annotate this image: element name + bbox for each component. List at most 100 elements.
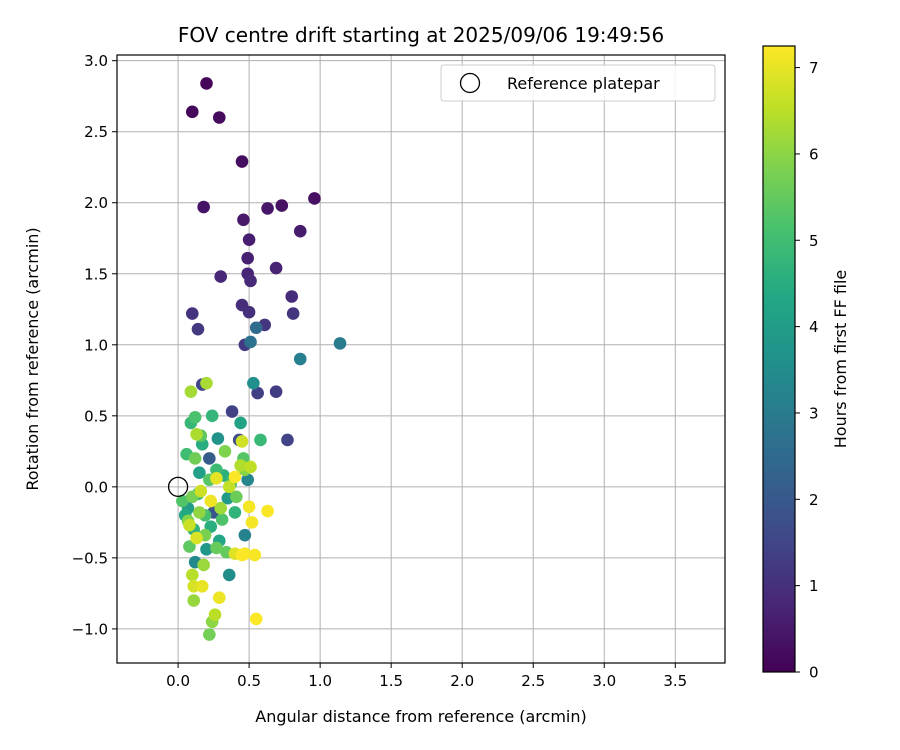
scatter-point (200, 543, 213, 556)
scatter-point (210, 541, 223, 555)
scatter-point (210, 472, 223, 485)
reference-marker (167, 476, 189, 498)
scatter-point (234, 459, 247, 472)
scatter-point (188, 452, 202, 465)
chart-title: FOV centre drift starting at 2025/09/06 … (178, 23, 664, 47)
scatter-point (293, 224, 307, 238)
x-axis-title: Angular distance from reference (arcmin) (255, 707, 586, 726)
x-tick-label: 3.0 (592, 672, 616, 690)
y-tick-label: −1.0 (72, 620, 108, 638)
y-axis-title: Rotation from reference (arcmin) (23, 227, 42, 490)
scatter-point (293, 352, 307, 366)
y-tick-label: 0.5 (84, 407, 108, 425)
colorbar-title: Hours from first FF file (831, 270, 850, 449)
x-tick-label: 3.5 (663, 672, 687, 690)
scatter-point (249, 321, 263, 335)
scatter-point (308, 192, 321, 205)
plot-frame (116, 54, 726, 664)
scatter-point (261, 202, 274, 215)
scatter-point (200, 77, 213, 90)
scatter-point (208, 608, 222, 622)
scatter-point (200, 376, 213, 390)
scatter-point (218, 445, 232, 458)
scatter-points (176, 77, 347, 641)
scatter-point (230, 490, 243, 504)
y-tick-label: 2.0 (84, 194, 108, 212)
scatter-point (247, 376, 260, 390)
colorbar-tick-label: 4 (809, 318, 819, 336)
legend-box (440, 64, 716, 102)
y-tick-label: 3.0 (84, 52, 108, 70)
scatter-point (222, 480, 236, 494)
scatter-point (275, 199, 289, 212)
y-tick-label: 2.5 (84, 123, 108, 141)
scatter-point (193, 506, 206, 519)
grid (117, 55, 725, 663)
scatter-point (203, 452, 216, 465)
y-axis: −1.0 −0.5 0.0 0.5 1.0 1.5 2.0 2.5 3.0 (72, 52, 117, 638)
scatter-point (214, 501, 228, 515)
scatter-point (238, 528, 252, 542)
scatter-point (242, 233, 256, 246)
scatter-point (234, 416, 247, 430)
scatter-point (242, 305, 256, 319)
scatter-point (183, 518, 196, 532)
x-axis: 0.0 0.5 1.0 1.5 2.0 2.5 3.0 3.5 (166, 663, 687, 690)
scatter-point (211, 432, 225, 445)
scatter-point (269, 261, 283, 275)
scatter-point (195, 579, 209, 593)
scatter-point (185, 105, 199, 119)
scatter-point (212, 111, 226, 124)
y-tick-label: −0.5 (72, 549, 108, 567)
scatter-point (235, 548, 249, 562)
scatter-point (183, 540, 196, 553)
scatter-point (185, 307, 199, 320)
scatter-point (214, 270, 228, 283)
scatter-point (204, 494, 218, 508)
scatter-point (261, 504, 274, 518)
scatter-point (187, 594, 201, 607)
scatter-point (212, 591, 226, 604)
x-tick-label: 2.0 (450, 672, 474, 690)
scatter-point (241, 251, 254, 265)
scatter-point (188, 410, 202, 424)
x-tick-label: 1.0 (308, 672, 332, 690)
scatter-point (203, 628, 216, 641)
scatter-point (251, 386, 264, 400)
scatter-point (197, 558, 210, 572)
colorbar-tick-label: 5 (809, 232, 819, 250)
scatter-point (244, 335, 257, 349)
y-tick-label: 1.0 (84, 336, 108, 354)
scatter-point (194, 484, 208, 498)
scatter-point (225, 405, 239, 418)
colorbar-tick-label: 7 (809, 59, 819, 77)
colorbar-tick-label: 3 (809, 404, 819, 422)
scatter-point (228, 470, 242, 484)
scatter-point (269, 385, 283, 398)
scatter-point (184, 385, 198, 398)
scatter-point (244, 460, 257, 474)
colorbar-ticks: 0 1 2 3 4 5 6 7 (795, 59, 819, 682)
scatter-point (228, 506, 242, 519)
y-tick-label: 0.0 (84, 478, 108, 496)
scatter-point (176, 494, 189, 508)
scatter-point (237, 213, 250, 227)
scatter-point (244, 274, 257, 288)
scatter-point (249, 612, 263, 626)
scatter-point (254, 433, 267, 447)
colorbar: 0 1 2 3 4 5 6 7 Hours from first FF file (762, 45, 850, 682)
colorbar-gradient (762, 45, 796, 673)
scatter-point (191, 322, 205, 336)
legend-marker (459, 72, 481, 94)
x-tick-label: 0.5 (237, 672, 261, 690)
scatter-point (193, 466, 206, 479)
scatter-point (185, 568, 199, 582)
scatter-point (248, 548, 262, 562)
scatter-point (190, 427, 203, 441)
x-tick-label: 0.0 (166, 672, 190, 690)
x-tick-label: 2.5 (521, 672, 545, 690)
colorbar-tick-label: 6 (809, 145, 819, 163)
colorbar-tick-label: 0 (809, 664, 819, 682)
scatter-point (285, 290, 299, 303)
